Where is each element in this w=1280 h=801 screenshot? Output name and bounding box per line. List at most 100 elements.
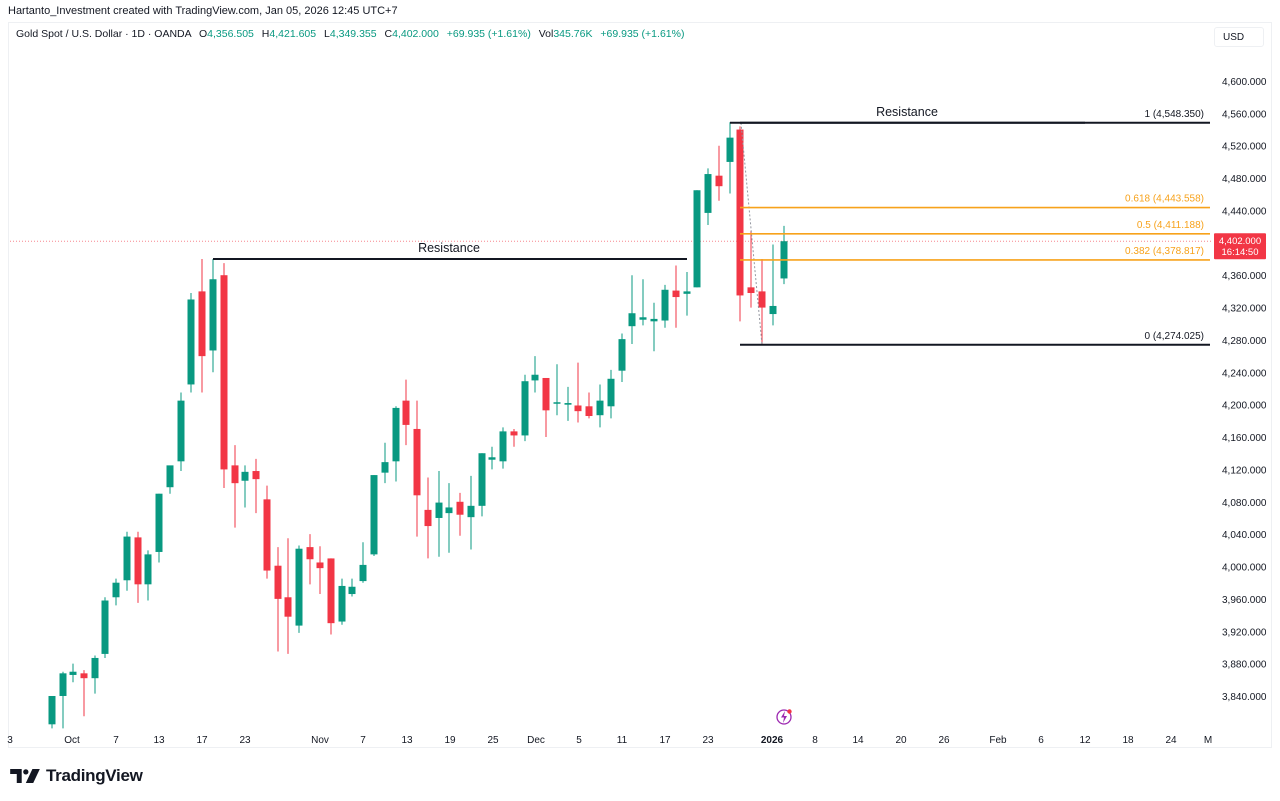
bullish-candle[interactable] [359,542,367,583]
bullish-candle[interactable] [144,550,152,601]
bearish-candle[interactable] [80,670,88,717]
bullish-candle[interactable] [177,392,185,472]
bullish-candle[interactable] [295,545,303,633]
bullish-candle[interactable] [726,122,734,194]
bearish-candle[interactable] [758,259,766,345]
resistance-line[interactable]: Resistance [213,241,687,261]
bullish-candle[interactable] [467,475,475,550]
candle-body [769,305,777,315]
bearish-candle[interactable] [263,485,271,579]
bearish-candle[interactable] [456,492,464,536]
bullish-candle[interactable] [553,364,561,416]
bullish-candle[interactable] [348,578,356,597]
bullish-candle[interactable] [445,483,453,553]
bullish-candle[interactable] [618,333,626,383]
bearish-candle[interactable] [306,534,314,585]
bullish-candle[interactable] [59,671,67,729]
bearish-candle[interactable] [413,400,421,537]
time-tick-label: Dec [527,735,545,746]
bearish-candle[interactable] [672,265,680,328]
time-tick-label: 14 [852,735,864,746]
bullish-candle[interactable] [166,465,174,494]
bullish-candle[interactable] [683,271,691,316]
bullish-candle[interactable] [521,374,529,442]
candle-body [736,129,744,296]
bearish-candle[interactable] [274,547,282,652]
bullish-candle[interactable] [704,168,712,226]
bearish-candle[interactable] [585,392,593,419]
time-tick-label: M [1204,735,1212,746]
tradingview-wordmark: TradingView [46,766,143,785]
bullish-candle[interactable] [769,244,777,326]
bearish-candle[interactable] [252,458,260,514]
tradingview-logo-icon [10,769,40,783]
bullish-candle[interactable] [392,406,400,482]
candle-body [144,554,152,585]
bullish-candle[interactable] [499,427,507,469]
symbol-title[interactable]: Gold Spot / U.S. Dollar · 1D · OANDA [16,28,192,40]
bearish-candle[interactable] [402,379,410,446]
price-tick-label: 3,920.000 [1222,627,1267,638]
price-axis[interactable]: 4,600.000 4,560.000 4,520.000 4,480.000 4,44… [1222,77,1267,703]
bullish-candle[interactable] [435,471,443,557]
bullish-candle[interactable] [338,578,346,625]
bearish-candle[interactable] [327,558,335,635]
bearish-candle[interactable] [542,377,550,438]
bullish-candle[interactable] [628,275,636,344]
bullish-candle[interactable] [69,663,77,683]
price-tick-label: 4,040.000 [1222,530,1267,541]
bullish-candle[interactable] [564,386,572,421]
candle-body [284,597,292,617]
bullish-candle[interactable] [48,695,56,729]
bullish-candle[interactable] [478,453,486,517]
bearish-candle[interactable] [736,126,744,322]
candle-body [177,400,185,462]
bullish-candle[interactable] [661,284,669,328]
bearish-candle[interactable] [284,538,292,654]
candle-body [456,501,464,515]
bullish-candle[interactable] [639,279,647,326]
lightning-glyph [781,711,787,723]
bearish-candle[interactable] [316,546,324,595]
bullish-candle[interactable] [607,369,615,419]
bullish-candle[interactable] [112,578,120,606]
bullish-candle[interactable] [488,446,496,470]
bullish-candle[interactable] [370,475,378,557]
currency-button[interactable]: USD [1214,27,1264,47]
bullish-candle[interactable] [187,293,195,393]
bullish-candle[interactable] [693,190,701,288]
time-axis[interactable]: 3 Oct 7 13 17 23 Nov 7 13 19 25 Dec 5 11 17 23 2026 8 14 20… [7,735,1212,746]
bullish-candle[interactable] [241,465,249,508]
bullish-candle[interactable] [155,493,163,563]
bullish-candle[interactable] [531,356,539,393]
resistance-line[interactable]: Resistance [730,105,1085,124]
lightning-event-icon[interactable] [776,709,792,725]
bearish-candle[interactable] [231,445,239,528]
bearish-candle[interactable] [198,259,206,393]
bearish-candle[interactable] [747,230,755,308]
bullish-candle[interactable] [101,597,109,658]
bullish-candle[interactable] [91,655,99,694]
bullish-candle[interactable] [123,531,131,591]
bullish-candle[interactable] [381,442,389,484]
bearish-candle[interactable] [715,145,723,201]
bearish-candle[interactable] [134,531,142,603]
candle-body [726,137,734,162]
tradingview-logo[interactable]: TradingView [10,766,143,786]
bearish-candle[interactable] [574,362,582,423]
time-tick-label: 19 [444,735,456,746]
bearish-candle[interactable] [220,263,228,489]
bearish-candle[interactable] [510,428,518,447]
fibonacci-retracement[interactable]: 1 (4,548.350) 0.618 (4,443.558) 0.5 (4,411… [740,109,1210,346]
bullish-candle[interactable] [596,384,604,428]
bearish-candle[interactable] [424,477,432,559]
candle-body [488,457,496,460]
open-label: O [198,28,208,40]
bullish-candle[interactable] [209,259,217,373]
candle-body [758,291,766,308]
bullish-candle[interactable] [650,302,658,352]
low-value: 4,349.355 [329,28,377,40]
candle-body [241,471,249,481]
